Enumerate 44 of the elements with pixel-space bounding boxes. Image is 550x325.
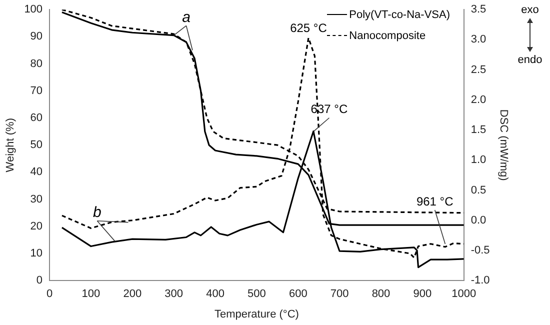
x-axis-title: Temperature (°C) (214, 308, 299, 320)
text: exo (520, 4, 540, 16)
annotation: 637 °C (310, 102, 348, 116)
y2-tick-label: 2.0 (470, 94, 486, 106)
y2-axis-title: DSC (mW/mg) (497, 109, 510, 181)
x-tick-label: 200 (123, 288, 142, 300)
x-tick-label: 300 (164, 288, 184, 300)
y2-tick-label: 1.0 (470, 154, 486, 166)
y2-tick-label: -0.5 (470, 244, 490, 257)
y2-tick-label: 0.5 (470, 184, 486, 196)
annotation: b (93, 204, 102, 222)
x-tick-label: 900 (413, 288, 432, 300)
annotation: a (182, 8, 190, 26)
y-axis-title: Weight (%) (4, 118, 17, 172)
y-tick-label: 40 (30, 166, 43, 178)
y-tick-label: 70 (30, 84, 43, 97)
y-tick-label: 80 (30, 58, 43, 70)
y2-tick-label: 3.5 (470, 4, 486, 16)
annotation: 625 °C (290, 20, 328, 35)
legend-label: Nanocomposite (349, 30, 426, 42)
text: endo (516, 54, 544, 66)
y2-tick-label: -1.0 (470, 274, 490, 287)
y2-tick-label: 0.0 (470, 214, 486, 226)
y-tick-label: 0 (36, 274, 43, 287)
y-tick-label: 90 (30, 30, 43, 43)
x-tick-label: 0 (46, 288, 53, 300)
annotation: 961 °C (416, 194, 454, 208)
y-tick-label: 50 (30, 139, 43, 152)
y-tick-label: 30 (30, 193, 43, 206)
x-tick-label: 600 (288, 288, 308, 300)
x-tick-label: 400 (206, 288, 224, 300)
y-tick-label: 20 (30, 220, 43, 232)
y-tick-label: 100 (24, 4, 43, 16)
x-tick-label: 700 (330, 288, 349, 300)
y2-tick-label: 1.5 (470, 124, 486, 136)
x-tick-label: 800 (372, 288, 390, 300)
x-tick-label: 100 (82, 288, 100, 300)
y-tick-label: 60 (30, 112, 43, 124)
x-tick-label: 1000 (452, 288, 476, 300)
y-tick-label: 10 (30, 248, 43, 260)
x-tick-label: 500 (248, 288, 266, 300)
y2-tick-label: 3.0 (470, 34, 486, 46)
legend-label: Poly(VT-co-Na-VSA) (349, 8, 450, 20)
y2-tick-label: 2.5 (470, 64, 486, 76)
